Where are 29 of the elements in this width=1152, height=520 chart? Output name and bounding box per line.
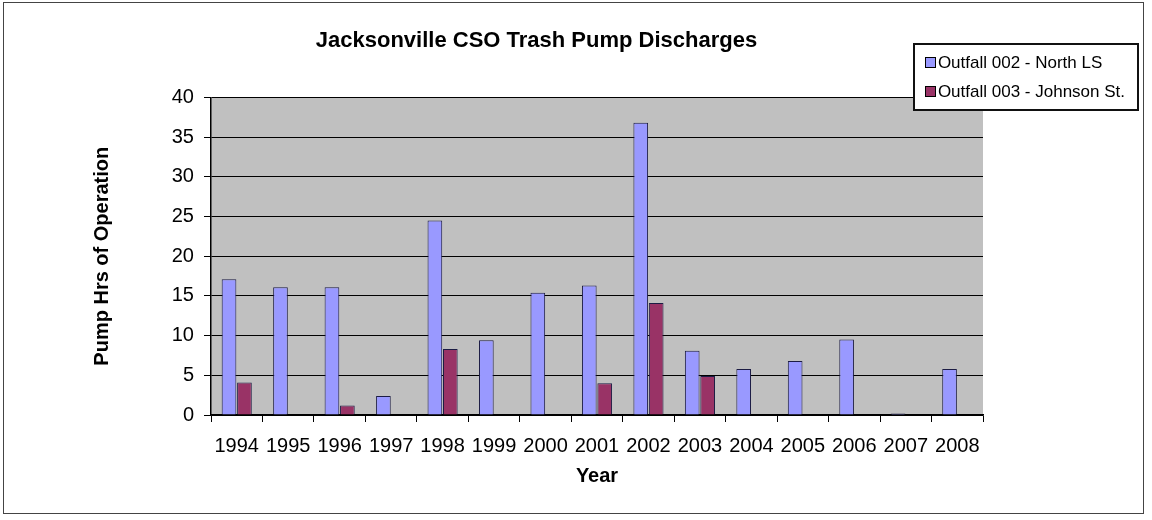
x-tick-label: 1996 [317, 433, 362, 456]
y-tick-label: 40 [171, 84, 194, 107]
x-tick-label: 2008 [935, 433, 980, 456]
y-tick-label: 30 [171, 164, 194, 187]
y-tick-label: 0 [182, 402, 194, 425]
chart-title: Jacksonville CSO Trash Pump Discharges [315, 27, 758, 53]
x-tick-label: 1994 [214, 433, 259, 456]
x-tick-label: 2001 [574, 433, 620, 456]
x-tick-label: 2000 [523, 433, 568, 456]
y-tick-label: 20 [171, 243, 194, 266]
x-tick-label: 2002 [626, 433, 671, 456]
y-tick-label: 35 [171, 124, 194, 147]
x-tick-label: 2003 [677, 433, 723, 456]
y-tick-label: 15 [171, 283, 194, 306]
x-tick-label: 1997 [368, 433, 414, 456]
legend-label: Outfall 003 - Johnson St. [937, 81, 1125, 102]
y-tick-label: 5 [182, 362, 194, 385]
x-tick-label: 2004 [729, 433, 774, 456]
y-tick-label: 25 [171, 204, 194, 227]
x-tick-label: 2007 [883, 433, 929, 456]
x-tick-label: 1995 [265, 433, 311, 456]
x-tick-label: 2006 [832, 433, 877, 456]
x-tick-label: 1999 [471, 433, 517, 456]
x-tick-label: 1998 [420, 433, 465, 456]
y-axis-title: Pump Hrs of Operation [89, 146, 112, 366]
x-axis-title: Year [575, 463, 619, 486]
legend-label: Outfall 002 - North LS [937, 52, 1103, 73]
y-tick-label: 10 [171, 323, 194, 346]
x-tick-label: 2005 [780, 433, 826, 456]
